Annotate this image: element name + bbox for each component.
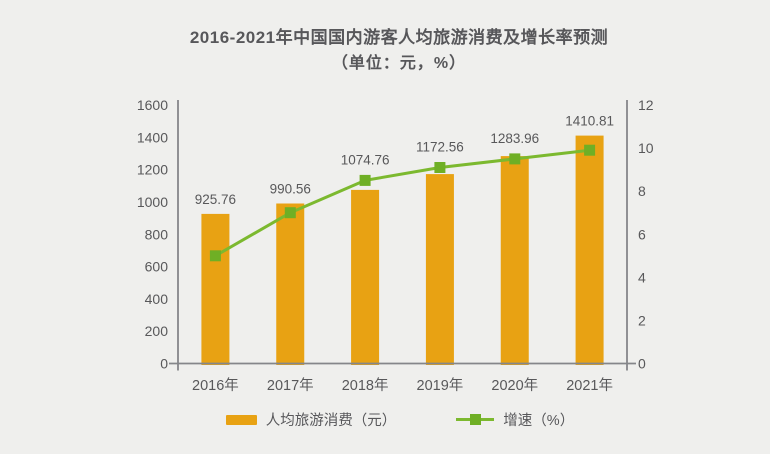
chart-title: 2016-2021年中国国内游客人均旅游消费及增长率预测	[189, 28, 609, 47]
y-right-tick-0: 0	[638, 356, 646, 372]
bar-value-label-2018年: 1074.76	[341, 152, 390, 167]
bar-value-label-2021年: 1410.81	[565, 114, 614, 129]
y-left-tick-0: 0	[160, 356, 168, 372]
line-marker-2019年	[434, 162, 446, 173]
bar-value-label-2020年: 1283.96	[490, 131, 539, 146]
x-tick-2020年: 2020年	[491, 377, 538, 394]
x-tick-2019年: 2019年	[417, 377, 464, 394]
y-left-tick-1400: 1400	[137, 129, 168, 145]
bar-2017年	[276, 203, 305, 365]
bar-value-label-2017年: 990.56	[270, 182, 311, 197]
y-left-tick-400: 400	[145, 291, 169, 307]
bar-2018年	[351, 189, 380, 365]
bar-swatch-icon	[225, 414, 257, 425]
y-left-tick-600: 600	[145, 259, 169, 275]
legend: 人均旅游消费（元） 增速（%）	[0, 409, 770, 430]
y-right-tick-8: 8	[638, 183, 646, 199]
bar-2021年	[575, 135, 604, 365]
bar-value-label-2019年: 1172.56	[416, 140, 464, 155]
line-marker-2016年	[209, 250, 221, 262]
line-marker-2021年	[584, 144, 596, 156]
bar-2016年	[201, 213, 230, 365]
x-tick-2017年: 2017年	[267, 377, 314, 394]
x-tick-2021年: 2021年	[566, 377, 613, 394]
chart-header: 2016-2021年中国国内游客人均旅游消费及增长率预测 （单位：元，%）	[0, 25, 770, 77]
growth-line	[214, 148, 590, 258]
y-right-tick-12: 12	[638, 97, 654, 113]
y-left-tick-800: 800	[145, 226, 169, 242]
bar-value-label-2016年: 925.76	[195, 192, 236, 207]
line-marker-2018年	[359, 174, 371, 186]
x-tick-2016年: 2016年	[192, 377, 239, 394]
legend-item-consumption: 人均旅游消费（元）	[225, 409, 397, 430]
bar-2020年	[500, 156, 529, 365]
y-left-tick-1000: 1000	[137, 194, 168, 210]
y-right-tick-6: 6	[638, 226, 646, 242]
line-swatch-icon	[456, 414, 495, 426]
y-left-tick-1200: 1200	[137, 162, 168, 178]
y-left-tick-1600: 1600	[137, 97, 168, 113]
x-tick-2018年: 2018年	[342, 377, 389, 394]
y-left-tick-200: 200	[145, 323, 169, 339]
bar-2019年	[425, 174, 454, 365]
legend-label-growth: 增速（%）	[503, 413, 575, 429]
y-right-tick-4: 4	[638, 269, 646, 285]
line-marker-2017年	[284, 207, 296, 219]
chart-subtitle: （单位：元，%）	[331, 55, 467, 72]
y-right-tick-10: 10	[638, 140, 654, 156]
legend-label-consumption: 人均旅游消费（元）	[265, 413, 397, 429]
y-right-tick-2: 2	[638, 312, 646, 328]
legend-item-growth: 增速（%）	[456, 409, 574, 430]
line-marker-2020年	[509, 153, 521, 165]
line-swatch-marker	[470, 414, 482, 425]
